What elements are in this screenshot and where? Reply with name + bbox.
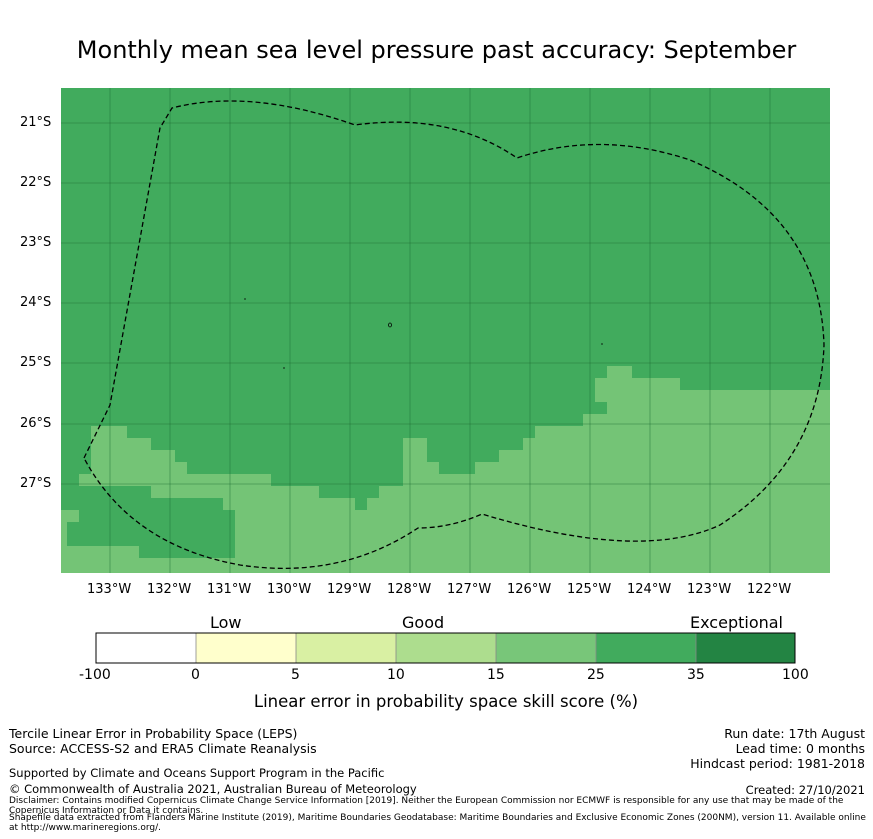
graticule [61,88,830,573]
colorbar-segment [96,633,196,663]
colorbar-category-exceptional: Exceptional [690,613,783,632]
lon-label: 133°W [87,582,132,597]
lat-label: 27°S [20,476,52,491]
footer-shapefile: Shapefile data extracted from Flanders M… [9,813,866,833]
lon-label: 125°W [567,582,612,597]
lon-label: 123°W [687,582,732,597]
colorbar [95,632,796,664]
colorbar-category-good: Good [402,613,445,632]
colorbar-segment [296,633,396,663]
lon-label: 130°W [267,582,312,597]
footer-hindcast: Hindcast period: 1981-2018 [690,756,865,771]
lat-label: 23°S [20,235,52,250]
skill-zone-25-35-sw [67,486,235,558]
colorbar-label: Linear error in probability space skill … [253,692,639,711]
colorbar-tick: 0 [191,667,200,683]
footer-run-date: Run date: 17th August [724,726,865,741]
footer-method: Tercile Linear Error in Probability Spac… [9,726,298,741]
colorbar-tick: 15 [487,667,505,683]
lon-label: 127°W [447,582,492,597]
lon-label: 126°W [507,582,552,597]
footer-created: Created: 27/10/2021 [745,783,865,797]
lat-label: 22°S [20,175,52,190]
footer-source: Source: ACCESS-S2 and ERA5 Climate Reana… [9,741,317,756]
lat-label: 21°S [20,115,52,130]
colorbar-segment [696,633,795,663]
skill-zone-15-25 [61,366,830,573]
lat-label: 25°S [20,355,52,370]
colorbar-segment [596,633,696,663]
colorbar-tick: -100 [79,667,111,683]
colorbar-segment [396,633,496,663]
islands [244,298,603,369]
lon-label: 128°W [387,582,432,597]
colorbar-tick: 5 [291,667,300,683]
eez-boundary [83,100,825,570]
lon-label: 132°W [147,582,192,597]
map-title: Monthly mean sea level pressure past acc… [76,36,797,64]
colorbar-category-low: Low [210,613,242,632]
footer-copyright: © Commonwealth of Australia 2021, Austra… [9,782,417,796]
lon-label: 122°W [747,582,792,597]
lat-label: 24°S [20,295,52,310]
lon-label: 131°W [207,582,252,597]
footer-disclaimer: Disclaimer: Contains modified Copernicus… [9,796,844,816]
lat-label: 26°S [20,416,52,431]
colorbar-tick: 100 [782,667,809,683]
colorbar-tick: 25 [587,667,605,683]
lon-label: 129°W [327,582,372,597]
footer-supported: Supported by Climate and Oceans Support … [9,766,385,780]
lon-label: 124°W [627,582,672,597]
colorbar-segment [496,633,596,663]
colorbar-segment [196,633,296,663]
colorbar-tick: 10 [387,667,405,683]
colorbar-tick: 35 [687,667,705,683]
footer-lead-time: Lead time: 0 months [735,741,865,756]
